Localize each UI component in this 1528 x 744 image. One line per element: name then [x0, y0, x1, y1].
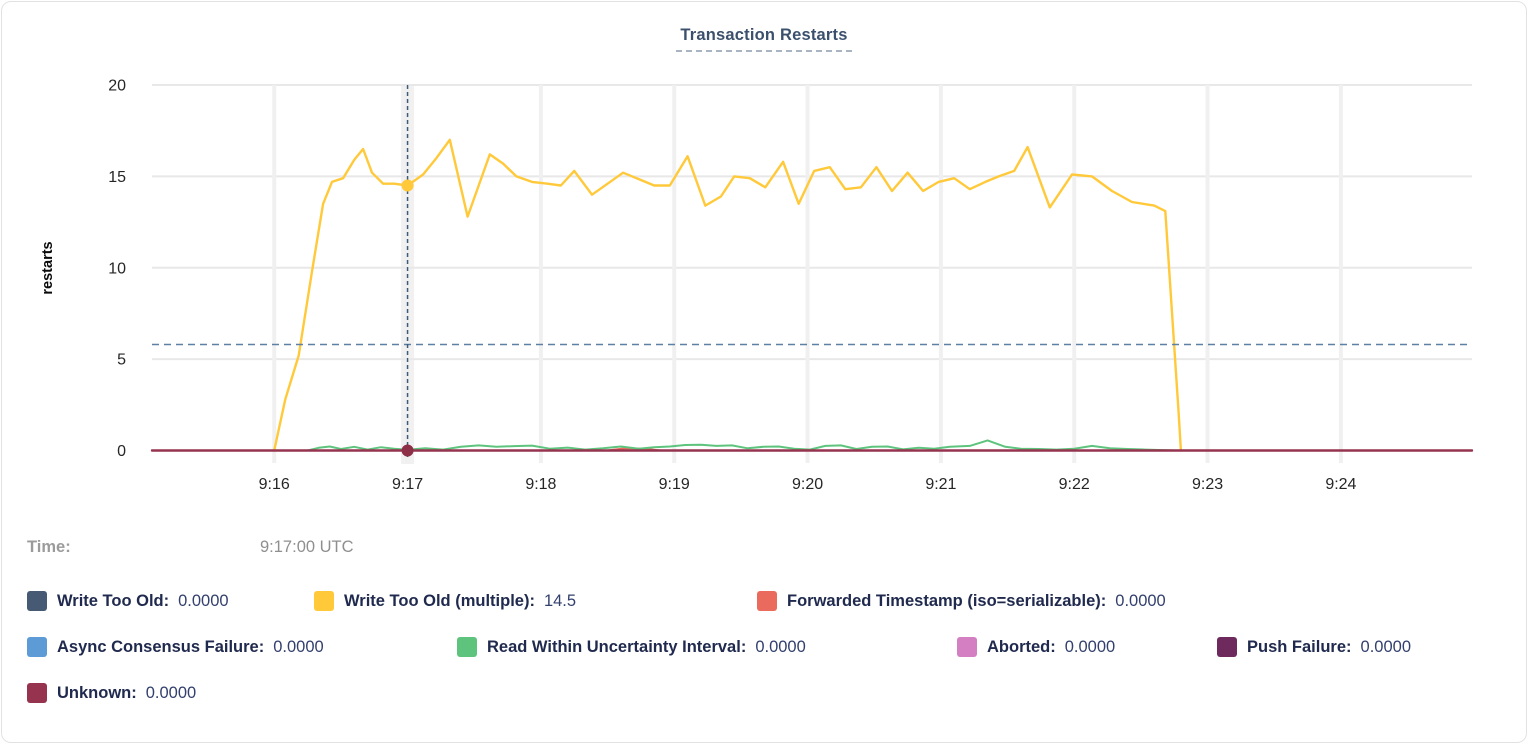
chart-header: Transaction Restarts [2, 26, 1526, 52]
x-tick-label: 9:21 [925, 476, 956, 493]
y-tick-label: 0 [117, 443, 126, 460]
y-tick-label: 20 [108, 78, 126, 95]
legend-swatch-forwarded-timestamp [757, 591, 777, 611]
x-tick-label: 9:23 [1192, 476, 1223, 493]
legend-label: Forwarded Timestamp (iso=serializable): [787, 591, 1107, 610]
x-axis-tick-labels: 9:16 9:17 9:18 9:19 9:20 9:21 9:22 9:23 9:24 [259, 476, 1357, 493]
legend-label: Write Too Old (multiple): [344, 591, 535, 610]
legend-swatch-write-too-old [27, 591, 47, 611]
series-lines [150, 138, 1474, 452]
x-tick-label: 9:18 [525, 476, 556, 493]
series-line-write-too-old-multiple [273, 138, 1183, 452]
legend-value: 0.0000 [145, 683, 197, 702]
legend-value: 0.0000 [178, 591, 229, 610]
x-tick-label: 9:20 [792, 476, 823, 493]
legend-label: Write Too Old: [57, 591, 170, 610]
time-label: Time: [27, 538, 71, 556]
legend-label: Aborted: [987, 637, 1056, 656]
y-tick-label: 5 [117, 352, 126, 369]
legend-swatch-unknown [27, 683, 47, 703]
x-tick-label: 9:24 [1325, 476, 1356, 493]
hover-dot-unknown [401, 444, 414, 457]
legend-swatch-read-within-uncertainty-interval [457, 637, 477, 657]
x-tick-label: 9:19 [659, 476, 690, 493]
legend-item-aborted: Aborted: 0.0000 [957, 637, 1115, 657]
time-value: 9:17:00 UTC [260, 538, 354, 556]
transaction-restarts-chart[interactable]: 0 5 10 15 20 9:16 9:17 9:18 9:19 9:20 9:21 9:22 9:2… [2, 2, 1527, 507]
hover-dots [401, 179, 414, 457]
y-axis-title: restarts [40, 241, 56, 294]
legend-value: 0.0000 [755, 637, 806, 656]
legend-label: Read Within Uncertainty Interval: [487, 637, 747, 656]
legend-item-push-failure: Push Failure: 0.0000 [1217, 637, 1411, 657]
chart-title[interactable]: Transaction Restarts [676, 26, 852, 52]
legend-value: 14.5 [543, 591, 577, 610]
legend-item-read-within-uncertainty-interval: Read Within Uncertainty Interval: 0.0000 [457, 637, 806, 657]
legend-item-async-consensus-failure: Async Consensus Failure: 0.0000 [27, 637, 324, 657]
legend-value: 0.0000 [1064, 637, 1116, 656]
x-tick-label: 9:17 [392, 476, 423, 493]
series-line-read-within-uncertainty-interval [306, 439, 1178, 452]
legend-swatch-aborted [957, 637, 977, 657]
legend-row-1: Write Too Old: 0.0000 Write Too Old (mul… [2, 591, 1526, 617]
legend-value: 0.0000 [1360, 637, 1411, 656]
legend-item-forwarded-timestamp: Forwarded Timestamp (iso=serializable): … [757, 591, 1166, 611]
legend-label: Async Consensus Failure: [57, 637, 265, 656]
y-axis-tick-labels: 0 5 10 15 20 [108, 78, 126, 461]
legend-row-2: Async Consensus Failure: 0.0000 Read Wit… [2, 637, 1526, 663]
legend-item-write-too-old: Write Too Old: 0.0000 [27, 591, 229, 611]
legend-swatch-async-consensus-failure [27, 637, 47, 657]
legend-value: 0.0000 [273, 637, 324, 656]
x-tick-label: 9:16 [259, 476, 290, 493]
legend-item-write-too-old-multiple: Write Too Old (multiple): 14.5 [314, 591, 576, 611]
legend-label: Unknown: [57, 683, 137, 702]
x-tick-label: 9:22 [1059, 476, 1090, 493]
legend-item-unknown: Unknown: 0.0000 [27, 683, 196, 703]
legend-value: 0.0000 [1115, 591, 1166, 610]
gridlines [152, 84, 1472, 463]
y-tick-label: 15 [108, 169, 126, 186]
hover-dot-write-too-old-multiple [401, 179, 414, 192]
y-tick-label: 10 [108, 260, 126, 277]
legend-swatch-write-too-old-multiple [314, 591, 334, 611]
legend-swatch-push-failure [1217, 637, 1237, 657]
hover-time-readout: Time: 9:17:00 UTC [2, 538, 1526, 562]
legend-label: Push Failure: [1247, 637, 1352, 656]
legend-row-3: Unknown: 0.0000 [2, 683, 1526, 709]
